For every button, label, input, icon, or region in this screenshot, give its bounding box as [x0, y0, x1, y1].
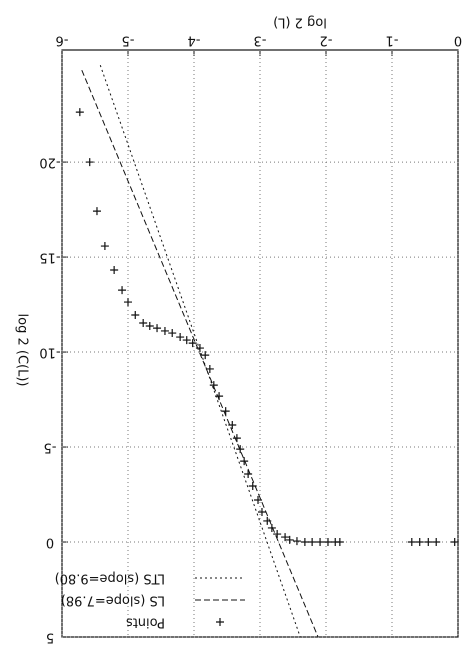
data-point	[232, 434, 241, 443]
data-point	[267, 523, 276, 532]
data-point	[300, 538, 309, 547]
y-tick-label: -15	[39, 250, 60, 265]
data-point	[131, 311, 140, 320]
data-point	[124, 298, 132, 307]
legend-marker	[216, 618, 224, 626]
x-tick-label: 0	[454, 33, 462, 48]
x-axis-label: log 2 (L)	[273, 15, 327, 30]
data-point	[450, 538, 459, 547]
legend-label: LS (slope=7.98)	[61, 593, 165, 608]
data-point	[292, 537, 301, 546]
data-point	[201, 351, 210, 360]
data-point	[160, 326, 169, 335]
data-point	[323, 538, 332, 547]
fit-line	[81, 69, 319, 638]
data-point	[281, 533, 290, 542]
data-point	[182, 336, 191, 345]
y-tick-label: -5	[44, 440, 57, 455]
data-point	[335, 538, 344, 547]
y-tick-label: -10	[39, 345, 60, 360]
data-point	[316, 538, 325, 547]
data-point	[257, 508, 266, 517]
data-point	[145, 322, 154, 331]
data-point	[92, 207, 101, 216]
data-point	[308, 538, 317, 547]
data-point	[432, 538, 441, 547]
data-point	[254, 496, 263, 505]
data-point	[205, 364, 214, 373]
x-tick-label: -2	[320, 33, 333, 48]
x-tick-label: -1	[386, 33, 399, 48]
data-point	[176, 333, 185, 342]
y-tick-label: -20	[39, 155, 60, 170]
y-axis-label: log 2 (C(L))	[15, 314, 30, 387]
data-point	[75, 108, 84, 117]
data-point	[285, 535, 294, 544]
data-point	[139, 318, 148, 327]
legend-label: LTS (slope=9.80)	[55, 571, 165, 586]
x-tick-label: -6	[56, 33, 69, 48]
data-point	[228, 420, 237, 429]
data-point	[273, 530, 282, 539]
data-point	[240, 457, 249, 466]
data-point	[118, 286, 127, 295]
data-point	[221, 407, 230, 416]
data-point	[153, 324, 162, 333]
data-point	[424, 538, 433, 547]
data-point	[188, 339, 197, 348]
x-tick-label: -4	[188, 33, 201, 48]
data-point	[110, 265, 119, 274]
data-point	[407, 538, 416, 547]
x-tick-label: -5	[122, 33, 135, 48]
data-point	[415, 538, 424, 547]
data-point	[100, 242, 109, 251]
legend-label: Points	[126, 615, 165, 630]
y-tick-label: 5	[46, 630, 54, 645]
data-point	[85, 158, 94, 167]
data-point	[168, 329, 177, 338]
x-tick-label: -3	[254, 33, 267, 48]
fit-line	[99, 65, 301, 638]
y-tick-label: 0	[46, 535, 54, 550]
data-point	[244, 470, 253, 479]
